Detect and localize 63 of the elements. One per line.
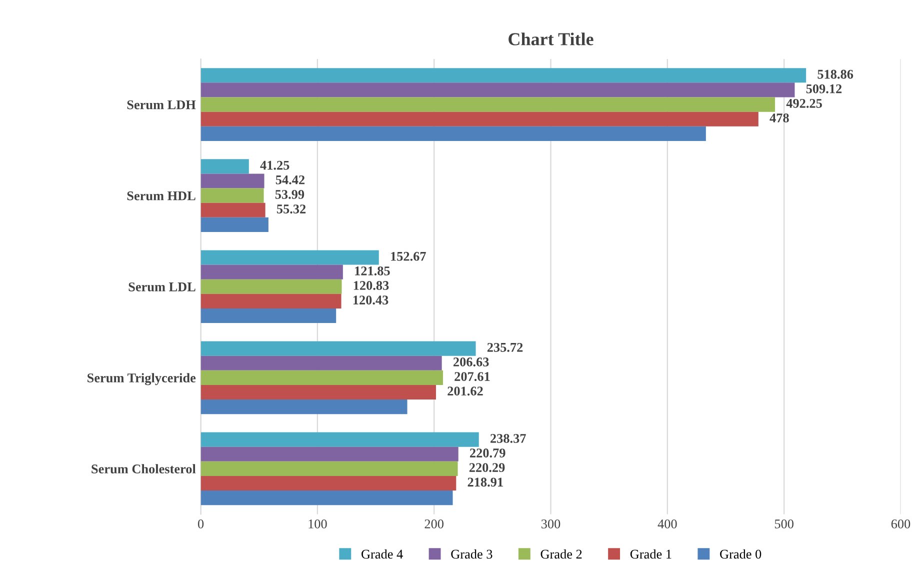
legend-label: Grade 0 — [720, 549, 762, 559]
data-label: 201.62 — [448, 386, 483, 396]
data-label: 41.25 — [260, 160, 290, 170]
data-label: 207.61 — [454, 372, 490, 382]
bar — [200, 264, 343, 280]
bar — [200, 82, 795, 98]
bar — [200, 400, 408, 414]
bar — [200, 461, 458, 476]
bar — [200, 112, 758, 126]
y-tick-label: Serum HDL — [127, 191, 196, 200]
data-label: 509.12 — [806, 84, 842, 94]
data-label: 121.85 — [355, 266, 390, 276]
data-label: 492.25 — [786, 98, 822, 108]
legend-label: Grade 3 — [451, 549, 492, 559]
bar — [200, 432, 479, 447]
data-label: 518.86 — [818, 70, 854, 79]
data-label: 238.37 — [490, 434, 526, 443]
bar — [200, 188, 264, 203]
bar — [200, 446, 458, 462]
data-label: 220.79 — [470, 448, 506, 458]
bar — [200, 356, 442, 370]
y-tick-label: Serum LDL — [128, 282, 196, 292]
data-label: 55.32 — [276, 204, 306, 214]
y-tick-label: Serum LDH — [127, 100, 196, 110]
data-label: 235.72 — [487, 342, 523, 352]
legend-label: Grade 1 — [630, 549, 672, 559]
bar — [200, 250, 379, 265]
data-label: 206.63 — [454, 357, 489, 366]
x-tick-label: 200 — [424, 519, 444, 528]
bar — [200, 159, 249, 174]
legend-label: Grade 4 — [362, 549, 403, 559]
data-label: 54.42 — [276, 175, 304, 184]
data-label: 120.43 — [353, 296, 388, 305]
x-tick-label: 600 — [891, 519, 910, 528]
x-tick-label: 500 — [774, 519, 794, 528]
data-label: 120.83 — [354, 281, 389, 290]
data-label: 152.67 — [391, 252, 426, 261]
y-tick-label: Serum Triglyceride — [88, 373, 196, 386]
data-label: 220.29 — [469, 463, 505, 472]
y-tick-label: Serum Cholesterol — [92, 464, 196, 474]
bar — [200, 294, 342, 308]
legend-label: Grade 2 — [540, 549, 582, 559]
x-tick-label: 400 — [658, 519, 677, 528]
bar — [200, 97, 776, 112]
chart-title: Chart Title — [508, 32, 594, 46]
bar — [200, 370, 443, 385]
x-tick-label: 100 — [308, 519, 327, 528]
bar — [200, 490, 453, 506]
bar — [200, 217, 268, 232]
bar — [200, 68, 806, 83]
bar — [200, 308, 336, 324]
bar — [200, 384, 436, 400]
bar — [200, 174, 264, 188]
x-tick-label: 0 — [198, 519, 204, 528]
x-tick-label: 300 — [541, 519, 560, 528]
data-label: 478 — [770, 114, 789, 122]
bar — [200, 202, 266, 218]
bar — [200, 341, 476, 356]
bar — [200, 476, 456, 491]
bar — [200, 279, 342, 294]
data-label: 53.99 — [275, 190, 304, 199]
data-label: 218.91 — [468, 478, 503, 487]
bar — [200, 126, 706, 141]
